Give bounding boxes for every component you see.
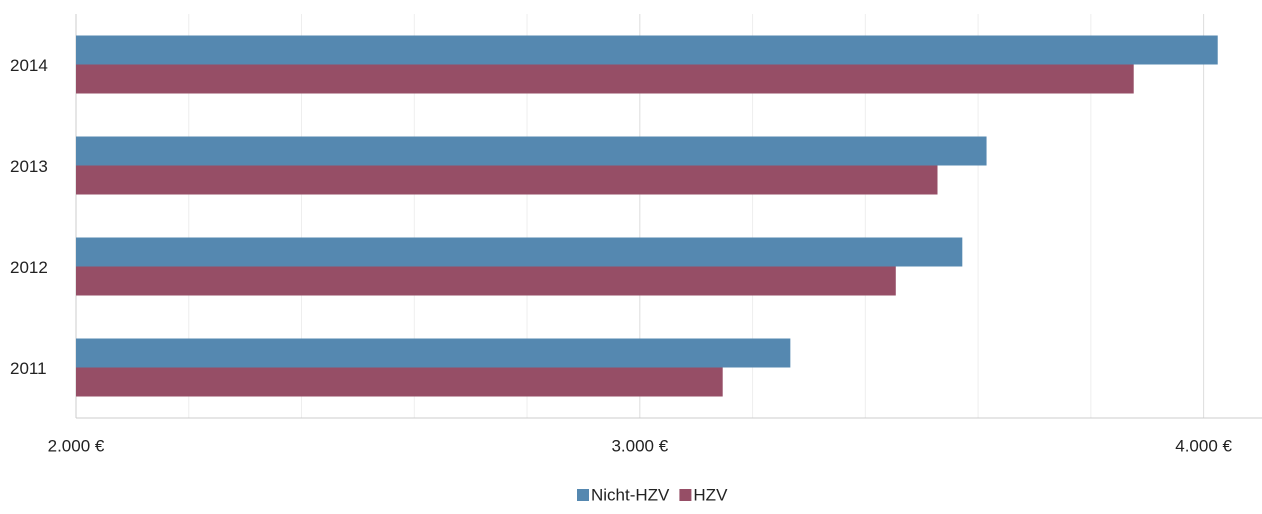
bar <box>76 165 938 195</box>
bar <box>76 136 987 166</box>
y-tick-label: 2012 <box>10 258 48 277</box>
bar <box>76 237 963 267</box>
x-tick-label: 2.000 € <box>48 436 105 455</box>
bar <box>76 338 791 368</box>
bar <box>76 367 723 397</box>
y-tick-label: 2013 <box>10 157 48 176</box>
legend-label: Nicht-HZV <box>591 485 670 504</box>
bar <box>76 266 896 296</box>
x-tick-label: 4.000 € <box>1175 436 1232 455</box>
bar <box>76 35 1218 65</box>
legend-label: HZV <box>693 485 728 504</box>
y-tick-label: 2011 <box>10 359 47 378</box>
legend-swatch <box>577 489 589 501</box>
x-tick-label: 3.000 € <box>611 436 668 455</box>
y-tick-label: 2014 <box>10 56 48 75</box>
bar <box>76 64 1134 94</box>
legend-swatch <box>679 489 692 501</box>
